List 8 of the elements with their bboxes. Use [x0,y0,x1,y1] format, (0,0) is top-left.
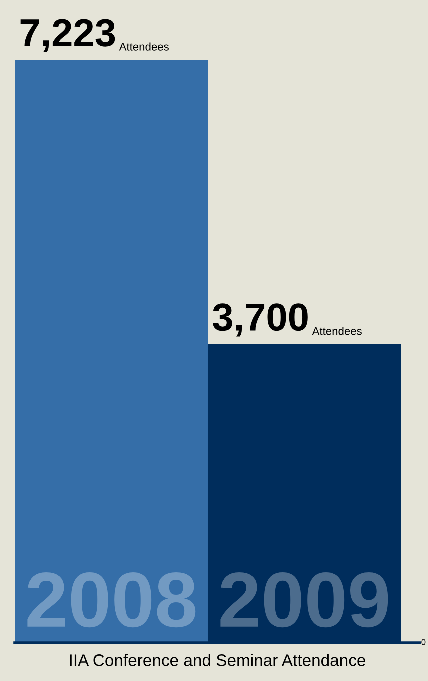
data-label: 3,700 [213,304,308,337]
x-axis-title: IIA Conference and Seminar Attendance [70,654,366,666]
x-tick-label: 2009 [220,572,388,628]
data-label: 7,223 [20,19,116,52]
x-tick-label: 2008 [28,572,196,628]
annotation: Attendees [119,42,169,51]
text: 0 [422,639,426,646]
annotation: Attendees [312,327,362,336]
